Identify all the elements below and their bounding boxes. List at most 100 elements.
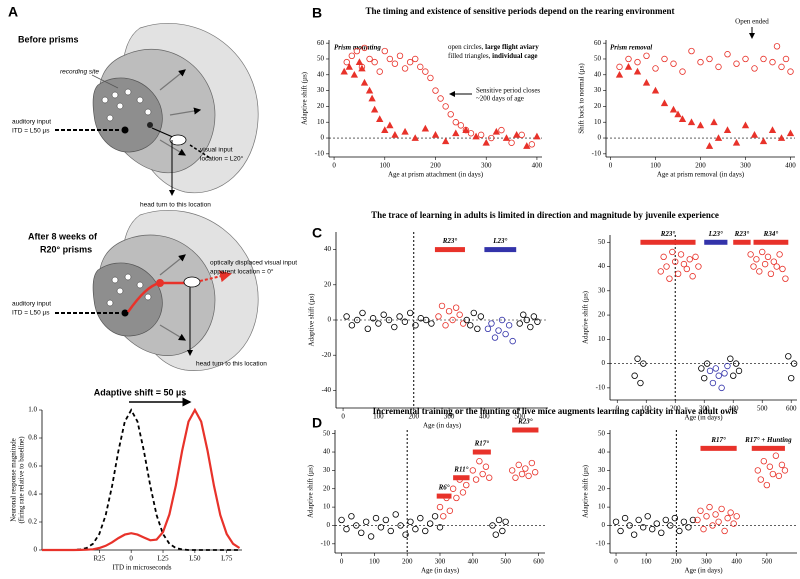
point — [391, 323, 398, 331]
point — [417, 514, 424, 522]
point — [377, 524, 385, 531]
point — [703, 513, 710, 520]
point — [683, 265, 691, 273]
point — [401, 65, 409, 72]
diagram-title: R20° prisms — [40, 244, 92, 254]
panel-title: The timing and existence of sensitive pe… — [366, 6, 675, 16]
x-tick-label: 200 — [671, 558, 682, 566]
point — [495, 516, 503, 524]
point — [653, 520, 660, 527]
x-tick-label: 400 — [479, 413, 490, 421]
diagram-label: optically displaced visual input — [210, 260, 297, 267]
point — [350, 70, 359, 78]
x-tick-label: 100 — [380, 162, 391, 170]
point — [380, 311, 387, 318]
point — [456, 476, 463, 483]
y-tick-label: 50 — [594, 55, 602, 63]
point — [401, 127, 409, 135]
point — [412, 525, 419, 533]
point — [522, 465, 529, 472]
point — [724, 362, 731, 370]
point — [407, 518, 414, 525]
brain-diagram — [55, 23, 259, 196]
y-tick-label: 10 — [323, 503, 331, 511]
y-axis-label: Adaptive shift (µs) — [582, 290, 590, 344]
point — [387, 527, 394, 535]
point — [386, 55, 394, 63]
point — [443, 494, 450, 502]
point — [499, 527, 506, 535]
point — [768, 126, 777, 134]
point — [724, 51, 731, 58]
point — [358, 529, 365, 537]
x-tick-label: 500 — [757, 405, 768, 413]
diagram-label: head turn to this location — [140, 202, 211, 209]
y-tick-label: 0 — [327, 521, 331, 529]
point — [520, 311, 527, 318]
panel-label: A — [8, 4, 18, 20]
x-tick-label: 200 — [402, 558, 413, 566]
x-tick-label: 300 — [444, 413, 455, 421]
y-axis-label: Adaptive shift (µs) — [582, 464, 590, 518]
legend-desc: individual cage — [492, 52, 537, 60]
x-tick-label: 600 — [786, 405, 797, 413]
y-tick-label: 40 — [323, 448, 331, 456]
y-tick-label: 50 — [598, 238, 606, 246]
point — [353, 522, 360, 529]
y-tick-label: 40 — [598, 448, 606, 456]
y-tick-label: 60 — [317, 39, 325, 47]
x-tick-label: 100 — [373, 413, 384, 421]
point — [528, 459, 536, 467]
point — [634, 355, 641, 362]
y-axis-label: (firing rate relative to baseline) — [18, 436, 26, 524]
y-tick-label: 20 — [594, 102, 602, 110]
point — [657, 268, 664, 275]
x-tick-label: 0 — [341, 413, 345, 421]
point — [516, 320, 523, 327]
x-tick-label: L75 — [221, 555, 233, 563]
point — [709, 522, 716, 529]
point — [477, 131, 485, 139]
point — [457, 122, 465, 129]
point — [360, 78, 369, 86]
point — [732, 138, 741, 146]
point — [463, 481, 470, 489]
point — [777, 134, 786, 141]
y-tick-label: 0 — [328, 316, 332, 324]
point — [381, 126, 389, 134]
point — [476, 458, 483, 465]
diagram-label: visual input — [200, 147, 233, 154]
point — [361, 44, 368, 52]
point — [680, 260, 688, 268]
point — [518, 131, 525, 139]
x-tick-label: 500 — [514, 413, 525, 421]
point — [452, 304, 460, 311]
x-tick-label: L25 — [157, 555, 169, 563]
point — [412, 322, 419, 329]
panel-label: D — [312, 415, 322, 431]
point — [718, 505, 725, 513]
point — [712, 511, 719, 518]
point — [381, 47, 388, 55]
point — [502, 134, 511, 141]
point — [442, 103, 449, 110]
period-label: R34° — [763, 230, 779, 238]
x-tick-label: 400 — [532, 162, 543, 170]
point — [343, 525, 350, 533]
point — [649, 525, 656, 533]
point — [421, 124, 430, 132]
point — [528, 141, 536, 148]
point — [733, 60, 740, 67]
point — [525, 472, 532, 480]
point — [402, 531, 409, 538]
point — [391, 60, 399, 67]
point — [502, 330, 509, 338]
point — [696, 121, 705, 129]
point — [527, 323, 534, 331]
x-tick-label: 0 — [332, 162, 336, 170]
period-bar — [484, 247, 517, 253]
x-tick-label: 0 — [614, 558, 618, 566]
x-tick-label: 100 — [641, 405, 652, 413]
point — [732, 360, 740, 367]
x-tick-label: 200 — [430, 162, 441, 170]
